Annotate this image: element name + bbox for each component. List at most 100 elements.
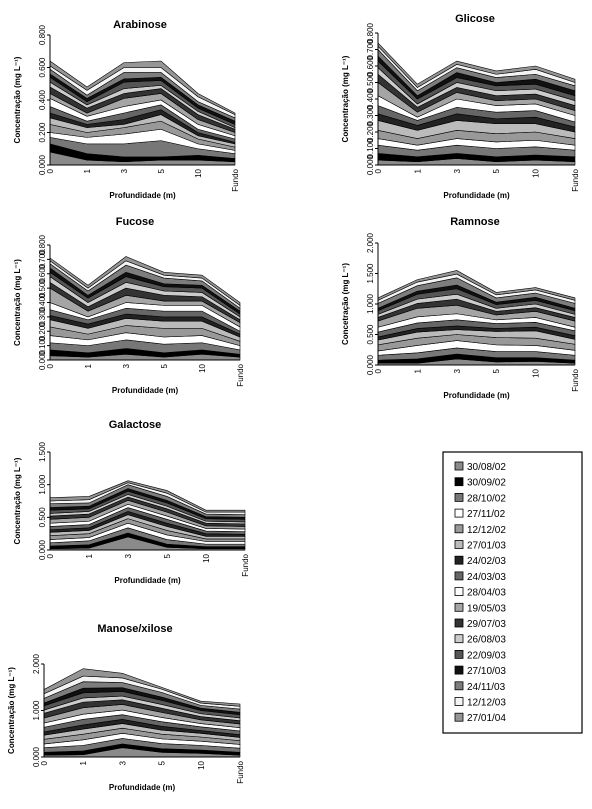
y-tick-label: 0.000 xyxy=(38,349,47,370)
x-tick-label: 0 xyxy=(46,363,55,368)
y-tick-label: 2.000 xyxy=(366,232,375,253)
x-tick-label: Fundo xyxy=(571,168,580,191)
x-tick-label: 10 xyxy=(194,168,203,177)
y-tick-label: 0.700 xyxy=(366,39,375,60)
y-tick-label: 0.500 xyxy=(38,278,47,299)
y-tick-label: 1.500 xyxy=(366,263,375,284)
y-tick-label: 0.000 xyxy=(366,154,375,175)
chart-title: Glicose xyxy=(455,13,495,25)
legend-label: 24/02/03 xyxy=(467,556,506,567)
x-axis-title: Profundidade (m) xyxy=(443,191,510,200)
y-tick-label: 0.400 xyxy=(366,88,375,109)
legend-swatch xyxy=(454,587,464,596)
legend-label: 19/05/03 xyxy=(467,603,506,614)
legend-swatch xyxy=(454,650,464,659)
legend-label: 12/12/02 xyxy=(467,525,506,536)
y-axis-title: Concentração (mg L⁻¹) xyxy=(7,667,16,754)
x-axis-title: Profundidade (m) xyxy=(112,386,179,395)
legend-label: 27/10/03 xyxy=(467,666,506,677)
legend-swatch xyxy=(454,634,464,644)
legend-swatch xyxy=(454,618,464,628)
legend-label: 30/08/02 xyxy=(467,462,506,473)
x-axis-title: Profundidade (m) xyxy=(443,391,510,400)
y-tick-label: 0.100 xyxy=(38,335,47,356)
x-tick-label: 5 xyxy=(492,168,501,173)
y-tick-label: 0.200 xyxy=(366,121,375,142)
y-tick-label: 1.000 xyxy=(38,474,47,495)
legend-swatch xyxy=(454,492,464,502)
y-tick-label: 0.100 xyxy=(366,138,375,159)
chart-title: Manose/xilose xyxy=(97,623,172,635)
y-axis-title: Concentração (mg L⁻¹) xyxy=(13,457,22,544)
x-axis-title: Profundidade (m) xyxy=(109,783,176,792)
x-tick-label: 1 xyxy=(413,368,422,373)
x-tick-label: 0 xyxy=(374,368,383,373)
x-tick-label: 10 xyxy=(202,553,211,562)
y-tick-label: 0.000 xyxy=(32,746,41,767)
legend-swatch xyxy=(454,697,464,706)
x-tick-label: 3 xyxy=(122,363,131,368)
y-tick-label: 0.400 xyxy=(38,89,47,110)
y-tick-label: 0.300 xyxy=(38,306,47,327)
x-tick-label: Fundo xyxy=(241,553,250,576)
chart-title: Galactose xyxy=(109,419,162,431)
legend-swatch xyxy=(454,712,464,722)
x-tick-label: 3 xyxy=(453,368,462,373)
y-tick-label: 2.000 xyxy=(32,653,41,674)
x-tick-label: Fundo xyxy=(236,363,245,386)
x-tick-label: 10 xyxy=(197,760,206,769)
x-tick-label: 1 xyxy=(84,363,93,368)
legend-box xyxy=(442,451,583,734)
y-axis-title: Concetração (mg L⁻¹) xyxy=(341,263,350,345)
x-tick-label: 5 xyxy=(158,760,167,765)
x-tick-label: 1 xyxy=(79,760,88,765)
x-tick-label: 10 xyxy=(532,368,541,377)
legend-label: 27/01/04 xyxy=(467,713,506,724)
area xyxy=(377,42,576,88)
y-tick-label: 0.800 xyxy=(38,234,47,255)
x-tick-label: 0 xyxy=(374,168,383,173)
x-tick-label: 0 xyxy=(46,553,55,558)
x-tick-label: 5 xyxy=(492,368,501,373)
area xyxy=(49,60,236,116)
y-tick-label: 1.000 xyxy=(366,293,375,314)
x-tick-label: 3 xyxy=(118,760,127,765)
x-axis-title: Profundidade (m) xyxy=(109,191,176,200)
y-tick-label: 0.500 xyxy=(38,507,47,528)
legend-label: 24/11/03 xyxy=(467,682,506,693)
x-tick-label: 10 xyxy=(532,168,541,177)
legend-swatch xyxy=(454,508,464,518)
legend-label: 29/07/03 xyxy=(467,619,506,630)
legend-swatch xyxy=(454,681,464,691)
y-tick-label: 0.500 xyxy=(366,324,375,345)
x-tick-label: 3 xyxy=(124,553,133,558)
legend-label: 27/01/03 xyxy=(467,541,506,552)
x-tick-label: 1 xyxy=(83,168,92,173)
legend-label: 22/09/03 xyxy=(467,650,506,661)
area xyxy=(377,270,576,301)
legend-label: 28/04/03 xyxy=(467,588,506,599)
x-tick-label: 0 xyxy=(46,168,55,173)
area xyxy=(49,256,241,306)
y-axis-title: Concentração (mg L⁻¹) xyxy=(13,56,22,143)
y-tick-label: 0.000 xyxy=(38,154,47,175)
legend-label: 27/11/02 xyxy=(467,509,506,520)
chart-title: Fucose xyxy=(116,216,155,228)
legend-label: 26/08/03 xyxy=(467,635,506,646)
legend-swatch xyxy=(454,555,464,565)
legend-swatch xyxy=(454,602,464,612)
x-tick-label: 0 xyxy=(40,760,49,765)
y-tick-label: 0.200 xyxy=(38,321,47,342)
legend-swatch xyxy=(454,461,464,471)
y-tick-label: 0.800 xyxy=(38,24,47,45)
x-tick-label: 5 xyxy=(157,168,166,173)
y-tick-label: 1.000 xyxy=(32,700,41,721)
x-tick-label: 5 xyxy=(160,363,169,368)
y-tick-label: 0.600 xyxy=(366,55,375,76)
x-tick-label: 10 xyxy=(198,363,207,372)
y-tick-label: 0.400 xyxy=(38,292,47,313)
legend-swatch xyxy=(454,524,464,534)
legend-label: 30/09/02 xyxy=(467,478,506,489)
x-tick-label: 1 xyxy=(85,553,94,558)
chart-title: Ramnose xyxy=(450,216,500,228)
